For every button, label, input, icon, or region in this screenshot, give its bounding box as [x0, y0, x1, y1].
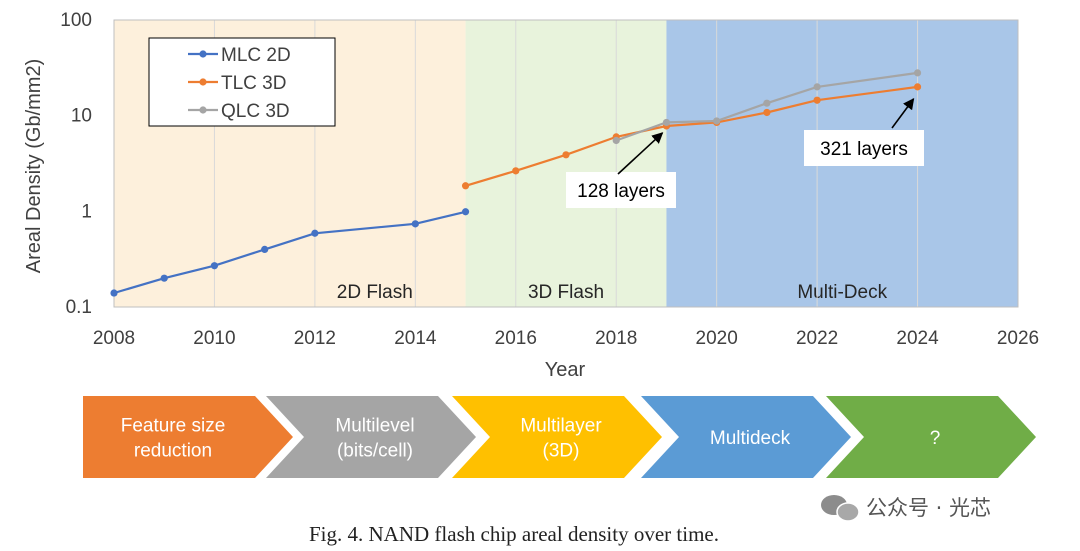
point-tlc-3d-2016 [512, 167, 520, 175]
legend-box [148, 37, 336, 127]
region-label-2d-flash: 2D Flash [337, 282, 413, 303]
annotation-arrow-128 [617, 132, 664, 175]
point-qlc-3d-2021 [763, 99, 771, 107]
region-label-3d-flash: 3D Flash [528, 282, 604, 303]
legend-swatch-marker-tlc-3d [199, 78, 207, 86]
point-tlc-3d-2022 [813, 96, 821, 104]
process-arrow-3-label-line-2: (3D) [543, 441, 580, 462]
x-tick-label-2016: 2016 [495, 328, 537, 349]
process-arrow-1-label-line-1: Feature size [121, 416, 226, 437]
legend-swatch-marker-mlc-2d [199, 50, 207, 58]
watermark: 公众号 · 光芯 [821, 495, 991, 522]
y-axis-title: Areal Density (Gb/mm2) [23, 59, 45, 274]
point-mlc-2d-2009 [160, 274, 168, 282]
x-tick-label-2008: 2008 [93, 328, 135, 349]
point-mlc-2d-2011 [261, 245, 269, 254]
x-tick-label-2014: 2014 [394, 328, 437, 349]
point-tlc-3d-2015 [461, 182, 470, 190]
annotation-128-layers: 128 layers [577, 181, 665, 202]
process-arrow-3 [452, 396, 662, 478]
x-tick-label-2022: 2022 [796, 328, 838, 349]
legend-swatch-marker-qlc-3d [199, 106, 207, 114]
process-arrow-3-label-line-1: Multilayer [520, 416, 602, 437]
process-arrow-2 [266, 396, 476, 478]
x-axis-title: Year [545, 359, 586, 381]
annotations: 128 layers 321 layers [566, 97, 924, 208]
point-qlc-3d-2020 [713, 117, 721, 125]
point-qlc-3d-2018 [612, 136, 620, 145]
annotation-arrow-321 [891, 97, 915, 129]
point-mlc-2d-2008 [110, 289, 118, 297]
y-tick-label-100: 100 [60, 10, 92, 31]
figure-caption: Fig. 4. NAND flash chip areal density ov… [309, 522, 719, 546]
plot-border [113, 19, 1019, 308]
point-tlc-3d-2024 [913, 83, 922, 91]
watermark-text: 公众号 · 光芯 [866, 496, 991, 520]
series-line-qlc-3d [615, 71, 918, 142]
axis-ticks: 2008 2010 2012 2014 2016 2018 2020 2022 2024 2026… [60, 10, 1039, 349]
x-tick-label-2018: 2018 [595, 328, 637, 349]
data-series [110, 69, 922, 297]
process-arrow-2-label-line-2: (bits/cell) [337, 441, 413, 462]
point-mlc-2d-2015 [461, 208, 470, 216]
annotation-box-128 [566, 172, 676, 208]
legend-label-mlc-2d: MLC 2D [221, 45, 291, 66]
point-qlc-3d-2019 [662, 118, 671, 127]
y-tick-label-10: 10 [71, 106, 92, 127]
process-arrow-2-label-line-1: Multilevel [335, 416, 414, 437]
wechat-icon [821, 495, 860, 522]
process-arrow-1-label-line-2: reduction [134, 441, 212, 462]
x-tick-label-2010: 2010 [193, 328, 235, 349]
x-tick-label-2024: 2024 [896, 328, 939, 349]
point-mlc-2d-2014 [411, 220, 419, 228]
legend: MLC 2D TLC 3D QLC 3D [148, 37, 336, 127]
plot-area-frame [113, 19, 1019, 308]
legend-label-qlc-3d: QLC 3D [221, 101, 290, 122]
process-arrow-5-label-line-1: ? [930, 428, 941, 449]
point-tlc-3d-2021 [763, 108, 771, 117]
region-3d-flash [465, 20, 667, 307]
point-mlc-2d-2010 [210, 262, 219, 270]
y-tick-label-1: 1 [81, 201, 92, 222]
annotation-321-layers: 321 layers [820, 139, 908, 160]
x-tick-label-2020: 2020 [696, 328, 738, 349]
process-arrow-5 [826, 396, 1036, 478]
process-arrow-4-label-line-1: Multideck [710, 428, 791, 449]
y-tick-label-0-1: 0.1 [66, 297, 92, 318]
x-tick-label-2026: 2026 [997, 328, 1039, 349]
point-mlc-2d-2012 [311, 229, 319, 237]
point-qlc-3d-2022 [813, 83, 821, 91]
process-arrow-4 [641, 396, 851, 478]
process-arrow-1 [83, 396, 293, 478]
point-qlc-3d-2024 [913, 69, 922, 77]
x-tick-label-2012: 2012 [294, 328, 336, 349]
point-tlc-3d-2017 [562, 151, 570, 159]
process-arrows: Feature size reduction Multilevel (bits/cel… [83, 396, 1036, 478]
region-label-multi-deck: Multi-Deck [797, 282, 887, 303]
annotation-box-321 [804, 130, 924, 166]
legend-label-tlc-3d: TLC 3D [221, 73, 286, 94]
